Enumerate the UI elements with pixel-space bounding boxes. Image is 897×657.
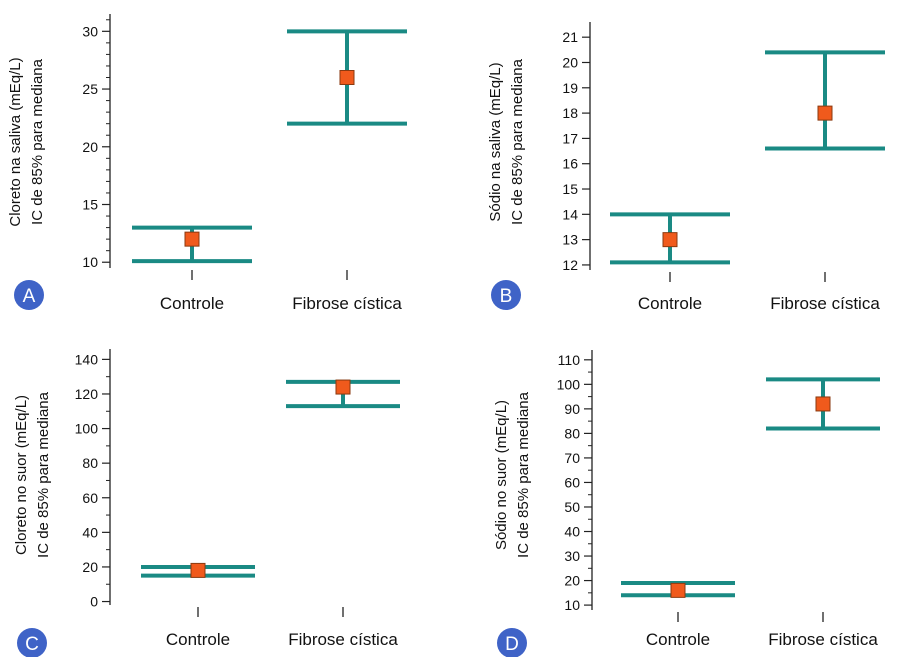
x-category-label: Controle	[166, 630, 230, 649]
y-tick-label: 40	[82, 524, 98, 540]
y-axis-label: Cloreto na saliva (mEq/L)	[7, 57, 24, 226]
median-marker	[190, 562, 206, 578]
y-tick-label: 17	[562, 130, 578, 146]
y-axis-label: Sódio no suor (mEq/L)	[493, 400, 510, 550]
y-tick-label: 40	[564, 524, 580, 540]
y-axis-label: Sódio na saliva (mEq/L)	[487, 62, 504, 221]
y-axis-label: IC de 85% para mediana	[515, 391, 532, 558]
y-tick-label: 19	[562, 80, 578, 96]
y-tick-label: 100	[75, 421, 99, 437]
median-marker	[670, 582, 686, 598]
y-tick-label: 100	[557, 376, 581, 392]
y-tick-label: 20	[562, 54, 578, 70]
panel-label: B	[500, 286, 513, 307]
chart-panel-d: 10 20 30 40 50 60 70 80 90 100 110 Sódio no suor (m…	[493, 350, 880, 657]
y-tick-label: 20	[82, 559, 98, 575]
y-tick-label: 50	[564, 499, 580, 515]
y-tick-label: 12	[562, 257, 578, 273]
y-tick-label: 90	[564, 401, 580, 417]
median-marker	[817, 105, 833, 121]
y-tick-label: 60	[82, 490, 98, 506]
panel-label: A	[23, 286, 36, 307]
panel-label: D	[505, 634, 519, 655]
panel-badge	[14, 280, 44, 310]
y-tick-label: 15	[562, 181, 578, 197]
y-tick-label: 10	[564, 597, 580, 613]
x-category-label: Fibrose cística	[770, 294, 880, 313]
y-tick-label: 16	[562, 156, 578, 172]
y-tick-label: 80	[82, 455, 98, 471]
y-axis-label: Cloreto no suor (mEq/L)	[13, 395, 30, 555]
y-tick-label: 21	[562, 29, 578, 45]
y-tick-label: 13	[562, 232, 578, 248]
x-category-label: Controle	[160, 294, 224, 313]
y-axis-label: IC de 85% para mediana	[29, 58, 46, 225]
y-tick-label: 140	[75, 351, 99, 367]
y-tick-label: 18	[562, 105, 578, 121]
y-tick-label: 70	[564, 450, 580, 466]
chart-panel-c: 0 20 40 60 80 100 120 140 Cloreto no suor (mEq/L…	[13, 349, 400, 657]
median-marker	[184, 231, 200, 247]
panel-badge	[17, 628, 47, 657]
y-tick-label: 20	[564, 573, 580, 589]
y-tick-label: 25	[82, 81, 98, 97]
y-tick-label: 15	[82, 197, 98, 213]
y-tick-label: 10	[82, 254, 98, 270]
y-tick-label: 14	[562, 206, 578, 222]
y-tick-label: 0	[90, 594, 98, 610]
median-marker	[335, 379, 351, 395]
y-tick-label: 120	[75, 386, 99, 402]
x-category-label: Fibrose cística	[292, 294, 402, 313]
chart-panel-a: 10 15 20 25 30 Cloreto na saliva (mEq/L) IC de…	[7, 14, 407, 313]
y-axis-label: IC de 85% para mediana	[35, 391, 52, 558]
median-marker	[662, 232, 678, 248]
x-category-label: Fibrose cística	[288, 630, 398, 649]
panel-badge	[491, 280, 521, 310]
x-category-label: Controle	[646, 630, 710, 649]
y-tick-label: 20	[82, 139, 98, 155]
x-category-label: Fibrose cística	[768, 630, 878, 649]
panel-badge	[497, 628, 527, 657]
y-tick-label: 110	[558, 352, 581, 368]
y-axis-label: IC de 85% para mediana	[509, 58, 526, 225]
y-tick-label: 60	[564, 474, 580, 490]
x-category-label: Controle	[638, 294, 702, 313]
chart-panel-b: 12 13 14 15 16 17 18 19 20 21 Sódio na saliva (mEq…	[487, 22, 885, 313]
median-marker	[815, 396, 831, 412]
median-marker	[339, 70, 355, 85]
y-tick-label: 30	[82, 23, 98, 39]
y-tick-label: 30	[564, 548, 580, 564]
y-tick-label: 80	[564, 425, 580, 441]
panel-label: C	[25, 634, 39, 655]
